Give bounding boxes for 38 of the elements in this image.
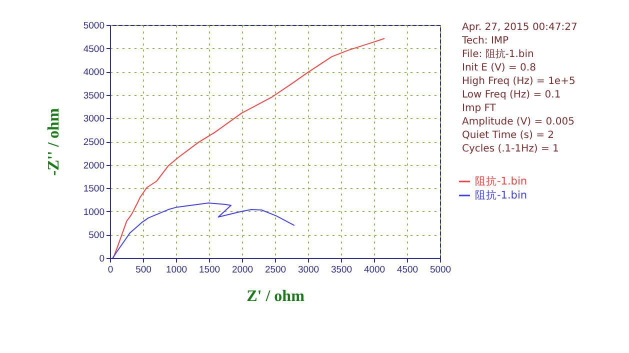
- text: Init E (V) = 0.8: [462, 62, 536, 74]
- y-tick-label: 3500: [83, 90, 104, 102]
- text: High Freq (Hz) = 1e+5: [462, 76, 576, 87]
- legend-label: 阻抗-1.bin: [475, 188, 528, 202]
- y-tick-label: 0: [99, 254, 104, 264]
- text: Apr. 27, 2015 00:47:27: [462, 22, 578, 33]
- y-tick-label: 500: [88, 230, 104, 242]
- y-axis-title: -Z'' / ohm: [45, 108, 62, 176]
- y-tick-label: 3000: [83, 114, 104, 125]
- x-axis-title: Z' / ohm: [246, 288, 306, 305]
- y-tick-label: 4500: [83, 44, 104, 55]
- y-tick-label: 1500: [83, 184, 104, 195]
- y-tick-label: 2000: [83, 160, 104, 172]
- y-tick-label: 5000: [83, 20, 104, 32]
- x-tick-label: 500: [136, 264, 152, 276]
- x-tick-label: 1500: [198, 264, 220, 276]
- x-tick-label: 3500: [330, 264, 352, 276]
- line-series: [112, 202, 295, 258]
- text: File: 阻抗-1.bin: [462, 48, 534, 60]
- x-tick-label: 5000: [430, 264, 452, 276]
- text: Quiet Time (s) = 2: [462, 130, 554, 141]
- y-tick-label: 4000: [83, 67, 104, 78]
- x-tick-label: 4000: [364, 264, 386, 276]
- x-tick-label: 3000: [298, 264, 320, 276]
- legend-label: 阻抗-1.bin: [475, 174, 528, 188]
- text: Tech: IMP: [461, 36, 509, 46]
- text: Imp FT: [462, 103, 497, 114]
- y-tick-label: 1000: [83, 206, 104, 218]
- x-tick-label: 0: [108, 264, 114, 276]
- y-tick-label: 2500: [83, 137, 104, 148]
- line-series: [112, 38, 385, 258]
- text: Low Freq (Hz) = 0.1: [462, 90, 561, 100]
- text: Cycles (.1-1Hz) = 1: [462, 144, 559, 154]
- x-tick-label: 2500: [264, 264, 286, 276]
- x-tick-label: 1000: [166, 264, 188, 276]
- x-tick-label: 2000: [232, 264, 254, 276]
- text: Amplitude (V) = 0.005: [462, 116, 574, 128]
- x-tick-label: 4500: [396, 264, 418, 276]
